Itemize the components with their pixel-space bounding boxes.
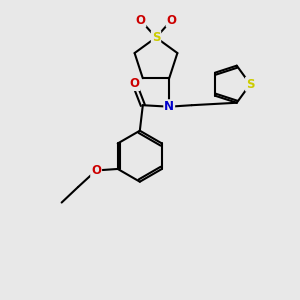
Text: O: O <box>129 77 140 90</box>
Text: O: O <box>167 14 177 27</box>
Text: N: N <box>164 100 174 113</box>
Text: S: S <box>152 31 160 44</box>
Text: S: S <box>246 78 254 91</box>
Text: O: O <box>135 14 146 27</box>
Text: O: O <box>91 164 101 177</box>
